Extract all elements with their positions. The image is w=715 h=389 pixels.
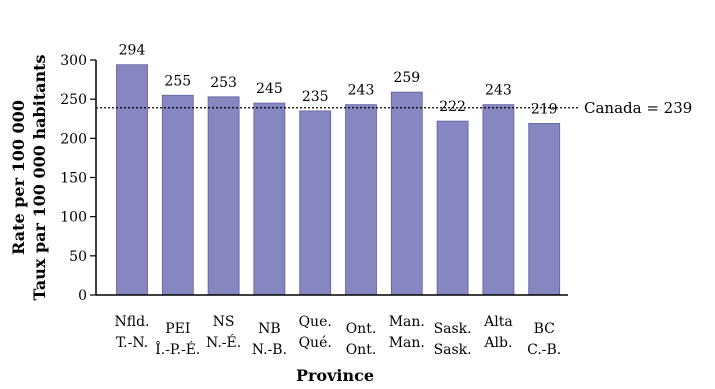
category-label: NS xyxy=(213,314,235,330)
bar-value-label: 294 xyxy=(119,43,146,59)
category-label-french: Ont. xyxy=(346,342,377,358)
category-label-french: Qué. xyxy=(299,335,332,351)
category-label: Ont. xyxy=(346,321,377,337)
value-labels-group: 294 255 253 245 235 243 259 222 243 219 xyxy=(119,43,558,118)
y-tick-label: 50 xyxy=(69,249,87,265)
y-tick-label: 100 xyxy=(60,210,87,226)
bar-value-label: 253 xyxy=(210,75,237,91)
category-label: Que. xyxy=(299,314,332,330)
x-axis-categories: Nfld. T.-N. PEI Î.-P.-É. NS N.-É. NB N.-B. Que. Q… xyxy=(115,314,562,358)
category-label-french: Î.-P.-É. xyxy=(155,340,200,358)
category-label-french: N.-É. xyxy=(206,333,241,351)
bar xyxy=(528,123,561,296)
bars-group xyxy=(116,64,561,296)
category-label-french: Alb. xyxy=(483,335,512,351)
category-label: Alta xyxy=(483,314,513,330)
y-tick-label: 250 xyxy=(60,92,87,108)
bar-value-label: 222 xyxy=(439,99,466,115)
category-label: NB xyxy=(258,321,281,337)
category-label-french: C.-B. xyxy=(527,342,561,358)
bar xyxy=(299,110,332,296)
bar-value-label: 259 xyxy=(393,70,420,86)
bar xyxy=(116,64,148,296)
bar-value-label: 219 xyxy=(531,101,558,117)
bar-value-label: 245 xyxy=(256,81,283,97)
bar-value-label: 255 xyxy=(164,73,191,89)
category-label: BC xyxy=(534,321,555,337)
bar-value-label: 243 xyxy=(348,83,375,99)
y-axis-label: Rate per 100 000 xyxy=(9,100,28,255)
category-label-french: Man. xyxy=(389,335,425,351)
y-tick-label: 300 xyxy=(60,53,87,69)
bar-value-label: 243 xyxy=(485,83,512,99)
bar xyxy=(436,120,469,296)
bar xyxy=(345,104,377,296)
y-tick-label: 0 xyxy=(78,288,87,304)
y-axis-label-french: Taux par 100 000 habitants xyxy=(30,54,49,300)
category-label-french: Sask. xyxy=(434,342,472,358)
category-label: Nfld. xyxy=(115,314,150,330)
bar xyxy=(253,102,286,296)
bar xyxy=(161,94,194,296)
x-axis-label: Province xyxy=(296,366,374,385)
bar-value-label: 235 xyxy=(302,89,329,105)
y-axis-ticks: 0 50 100 150 200 250 300 xyxy=(60,53,96,304)
category-label-french: T.-N. xyxy=(116,335,148,351)
bar xyxy=(482,104,515,296)
category-label-french: N.-B. xyxy=(252,342,287,358)
y-tick-label: 200 xyxy=(60,131,87,147)
category-label: PEI xyxy=(165,321,190,337)
category-label: Sask. xyxy=(434,321,472,337)
bar xyxy=(207,96,240,296)
y-tick-label: 150 xyxy=(60,171,87,187)
canada-average-label: Canada = 239 xyxy=(584,99,692,117)
category-label: Man. xyxy=(389,314,425,330)
bar xyxy=(390,91,423,296)
